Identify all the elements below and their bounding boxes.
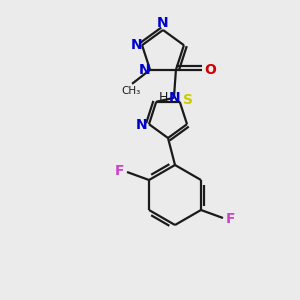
- Text: N: N: [136, 118, 148, 132]
- Text: S: S: [183, 93, 193, 107]
- Text: H: H: [159, 91, 169, 104]
- Text: N: N: [138, 63, 150, 77]
- Text: F: F: [226, 212, 236, 226]
- Text: N: N: [130, 38, 142, 52]
- Text: F: F: [114, 164, 124, 178]
- Text: O: O: [204, 63, 216, 77]
- Text: CH₃: CH₃: [122, 86, 141, 96]
- Text: N: N: [169, 91, 181, 105]
- Text: N: N: [157, 16, 169, 30]
